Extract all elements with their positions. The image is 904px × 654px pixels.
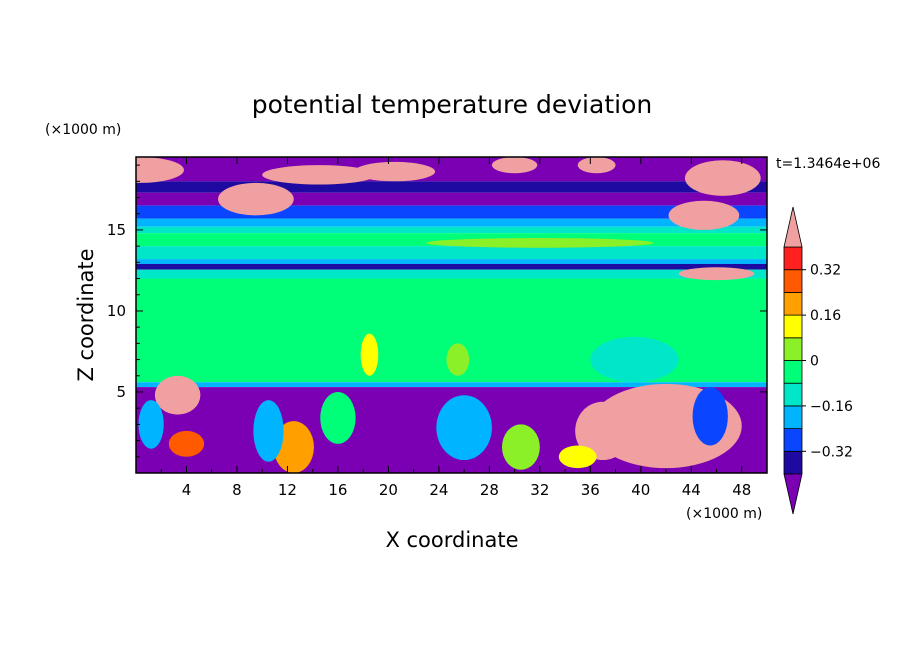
contour-band xyxy=(136,269,767,279)
contour-band xyxy=(136,382,767,388)
colorbar-segment xyxy=(783,382,803,407)
x-tick-label: 24 xyxy=(429,481,448,499)
colorbar-segment xyxy=(783,314,803,339)
contour-band xyxy=(136,205,767,219)
colorbar-label: 0.16 xyxy=(810,308,841,324)
y-tick-label: 5 xyxy=(116,383,126,401)
contour-patch xyxy=(168,430,205,457)
y-unit-label: (×1000 m) xyxy=(45,122,121,138)
colorbar-segment xyxy=(783,405,803,429)
contour-patch xyxy=(436,395,492,461)
x-tick-label: 12 xyxy=(278,481,297,499)
contour-patch xyxy=(684,160,761,196)
colorbar-segment xyxy=(783,291,803,316)
colorbar-extend-high xyxy=(783,206,803,248)
y-tick-label: 10 xyxy=(107,302,126,320)
x-tick-label: 8 xyxy=(232,481,242,499)
contour-patch xyxy=(577,157,616,174)
contour-patch xyxy=(138,400,164,449)
contour-patch xyxy=(575,401,631,461)
contour-patch xyxy=(218,182,294,216)
contour-patch xyxy=(262,165,376,185)
x-tick-label: 16 xyxy=(328,481,347,499)
colorbar-segment xyxy=(783,337,803,361)
contour-patch xyxy=(354,161,436,182)
colorbar-label: −0.32 xyxy=(810,444,853,460)
colorbar-label: 0.32 xyxy=(810,263,841,279)
contour-patch xyxy=(426,238,654,248)
plot-frame xyxy=(135,156,768,474)
x-tick-label: 44 xyxy=(682,481,701,499)
colorbar: 0.32 0.16 0 −0.16 −0.32 xyxy=(783,206,853,515)
colorbar-extend-low xyxy=(783,473,803,515)
contour-patch xyxy=(678,267,755,281)
contour-patch xyxy=(558,445,597,469)
contour-patch xyxy=(273,421,314,473)
contour-patch xyxy=(136,157,184,183)
contour-band xyxy=(136,192,767,206)
colorbar-segment xyxy=(783,269,803,293)
contour-patch xyxy=(501,424,540,470)
contour-band xyxy=(136,246,767,260)
colorbar-segment xyxy=(783,450,803,475)
contour-patch xyxy=(360,333,379,376)
plot-area xyxy=(136,157,767,473)
contour-band xyxy=(136,157,767,182)
contour-band xyxy=(136,263,767,270)
x-tick-label: 32 xyxy=(530,481,549,499)
chart-title: potential temperature deviation xyxy=(252,90,652,119)
colorbar-segment xyxy=(783,360,803,384)
x-tick-label: 40 xyxy=(631,481,650,499)
contour-patch xyxy=(253,400,284,462)
colorbar-segment xyxy=(783,428,803,452)
x-tick-label: 28 xyxy=(480,481,499,499)
time-label: t=1.3464e+06 xyxy=(776,156,880,172)
contour-patch xyxy=(491,157,538,174)
contour-patch xyxy=(154,375,201,415)
contour-band xyxy=(136,218,767,227)
x-tick-label: 20 xyxy=(379,481,398,499)
contour-patch xyxy=(320,391,356,444)
contour-patch xyxy=(668,200,740,230)
colorbar-segment xyxy=(783,246,803,271)
colorbar-label: 0 xyxy=(810,354,819,370)
contour-patch xyxy=(446,343,470,376)
contour-patch xyxy=(590,336,679,383)
x-axis-label: X coordinate xyxy=(385,528,518,552)
contour-field xyxy=(136,157,767,473)
y-axis-label: Z coordinate xyxy=(74,248,98,381)
x-tick-label: 4 xyxy=(182,481,192,499)
x-tick-label: 48 xyxy=(732,481,751,499)
contour-band xyxy=(136,259,767,264)
contour-band xyxy=(136,226,767,234)
colorbar-label: −0.16 xyxy=(810,399,853,415)
contour-band xyxy=(136,181,767,193)
y-tick-label: 15 xyxy=(107,221,126,239)
contour-patch xyxy=(692,387,728,446)
x-tick-label: 36 xyxy=(581,481,600,499)
x-unit-label: (×1000 m) xyxy=(686,506,762,522)
